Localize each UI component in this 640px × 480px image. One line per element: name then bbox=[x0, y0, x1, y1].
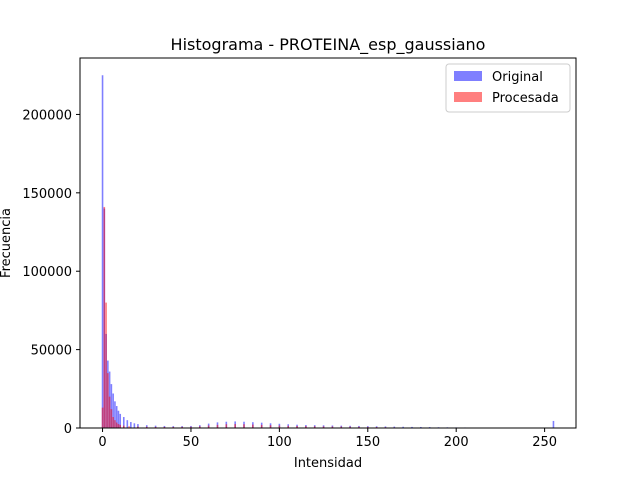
legend-swatch-procesada bbox=[454, 92, 482, 102]
histogram-bar-procesada-33 bbox=[313, 426, 316, 428]
histogram-bar-original-0 bbox=[101, 75, 104, 428]
histogram-bar-procesada-8 bbox=[115, 422, 118, 428]
histogram-bar-original-12 bbox=[126, 420, 129, 428]
histogram-bar-procesada-20 bbox=[199, 426, 201, 428]
histogram-bar-procesada-36 bbox=[340, 426, 343, 428]
histogram-bar-original-15 bbox=[137, 424, 139, 428]
chart-title: Histograma - PROTEINA_esp_gaussiano bbox=[171, 35, 486, 55]
histogram-bar-procesada-25 bbox=[243, 424, 245, 428]
y-axis-label: Frecuencia bbox=[0, 208, 14, 278]
histogram-bar-procesada-5 bbox=[110, 409, 113, 428]
legend-label-procesada: Procesada bbox=[492, 91, 559, 106]
series-procesada-bars bbox=[101, 206, 413, 429]
histogram-bar-procesada-7 bbox=[114, 420, 116, 428]
histogram-bar-procesada-15 bbox=[154, 426, 157, 428]
legend-swatch-original bbox=[454, 71, 482, 81]
histogram-bar-procesada-1 bbox=[103, 206, 106, 428]
x-tick-label: 50 bbox=[183, 435, 200, 450]
histogram-bar-procesada-31 bbox=[296, 425, 298, 428]
histogram-bar-procesada-26 bbox=[252, 424, 254, 428]
legend: Original Procesada bbox=[445, 63, 571, 113]
histogram-bar-procesada-4 bbox=[108, 396, 111, 428]
y-tick-label: 200000 bbox=[22, 108, 72, 123]
histogram-bar-original-7 bbox=[114, 401, 116, 428]
histogram-bar-procesada-16 bbox=[163, 426, 166, 428]
x-tick-label: 250 bbox=[532, 435, 557, 450]
x-tick-label: 0 bbox=[98, 435, 106, 450]
histogram-bar-original-9 bbox=[117, 410, 120, 428]
histogram-bar-procesada-21 bbox=[207, 425, 210, 428]
plot-frame bbox=[79, 57, 577, 429]
histogram-bar-procesada-32 bbox=[305, 426, 307, 428]
histogram-bar-procesada-39 bbox=[366, 426, 369, 428]
histogram-bar-original-5 bbox=[110, 384, 113, 428]
histogram-bar-procesada-9 bbox=[117, 424, 120, 428]
histogram-bar-procesada-38 bbox=[358, 426, 360, 428]
x-axis-ticks: 0 50 100 150 200 250 bbox=[98, 428, 557, 450]
histogram-bar-original-43 bbox=[384, 426, 387, 428]
histogram-bar-original-6 bbox=[112, 393, 114, 428]
histogram-bar-procesada-28 bbox=[269, 425, 272, 428]
x-axis-label: Intensidad bbox=[294, 456, 362, 471]
histogram-bar-procesada-27 bbox=[260, 424, 263, 428]
y-tick-label: 100000 bbox=[22, 265, 72, 280]
histogram-bar-procesada-24 bbox=[234, 424, 236, 428]
histogram-bar-original-8 bbox=[115, 406, 118, 428]
histogram-bar-procesada-23 bbox=[225, 424, 228, 428]
y-tick-label: 0 bbox=[64, 422, 72, 437]
histogram-bar-procesada-11 bbox=[122, 425, 125, 428]
histogram-bar-procesada-17 bbox=[172, 426, 175, 428]
histogram-bar-original-16 bbox=[145, 425, 148, 428]
histogram-bar-procesada-18 bbox=[181, 426, 183, 428]
x-tick-label: 200 bbox=[444, 435, 469, 450]
histogram-bar-procesada-13 bbox=[137, 426, 139, 428]
histogram-bar-procesada-22 bbox=[216, 424, 219, 428]
histogram-bar-original-14 bbox=[133, 423, 136, 428]
histogram-bar-original-45 bbox=[402, 426, 404, 428]
histogram-bar-original-13 bbox=[130, 422, 132, 428]
legend-label-original: Original bbox=[492, 70, 543, 85]
histogram-bar-original-44 bbox=[393, 426, 396, 428]
histogram-bar-original-11 bbox=[122, 417, 125, 428]
y-axis-ticks: 0 50000 100000 150000 200000 bbox=[22, 108, 80, 437]
histogram-bar-original-17 bbox=[154, 425, 157, 428]
x-tick-label: 100 bbox=[267, 435, 292, 450]
histogram-bar-original-54 bbox=[552, 420, 555, 428]
histogram-bar-procesada-37 bbox=[349, 426, 351, 428]
histogram-bar-procesada-6 bbox=[112, 417, 114, 428]
histogram-bar-procesada-19 bbox=[190, 426, 192, 428]
histogram-bar-procesada-29 bbox=[278, 425, 281, 428]
histogram-bar-original-47 bbox=[420, 426, 422, 428]
histogram-bar-procesada-2 bbox=[105, 302, 107, 428]
y-tick-label: 150000 bbox=[22, 187, 72, 202]
histogram-bar-procesada-12 bbox=[128, 426, 130, 428]
histogram-bar-procesada-14 bbox=[145, 426, 148, 428]
histogram-bar-procesada-30 bbox=[287, 425, 290, 428]
histogram-bar-original-46 bbox=[411, 426, 413, 428]
histogram-bar-procesada-10 bbox=[119, 424, 122, 428]
histogram-bar-procesada-0 bbox=[101, 407, 104, 428]
histogram-bar-procesada-3 bbox=[107, 373, 109, 428]
histogram-bar-original-10 bbox=[119, 413, 122, 428]
histogram-bar-procesada-34 bbox=[322, 426, 325, 428]
histogram-bar-procesada-35 bbox=[331, 426, 334, 428]
x-tick-label: 150 bbox=[355, 435, 380, 450]
y-tick-label: 50000 bbox=[31, 344, 72, 359]
